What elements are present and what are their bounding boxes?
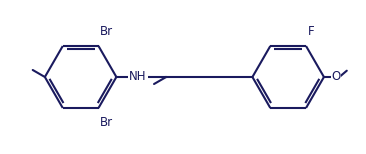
Text: Br: Br xyxy=(100,25,113,38)
Text: F: F xyxy=(307,25,314,38)
Text: O: O xyxy=(331,71,340,83)
Text: Br: Br xyxy=(100,116,113,129)
Text: NH: NH xyxy=(129,71,147,83)
